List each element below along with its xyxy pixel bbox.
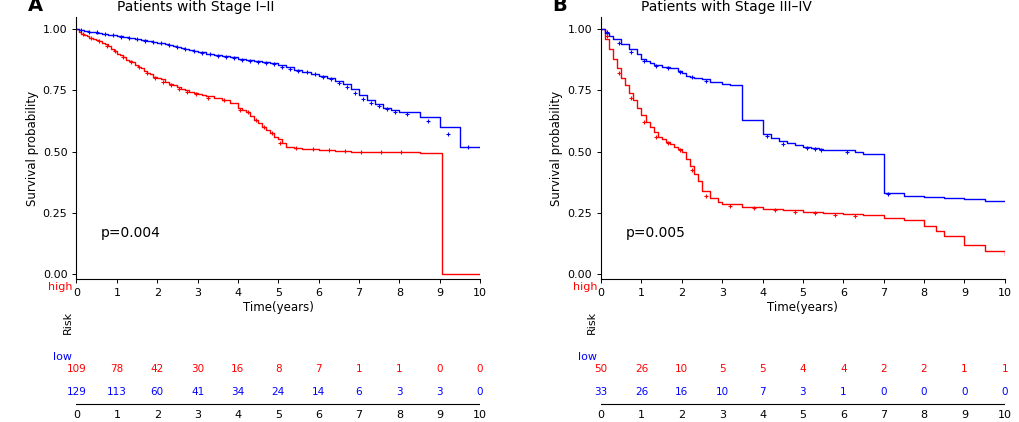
Text: 5: 5 <box>799 410 806 420</box>
Text: Patients with Stage III–IV: Patients with Stage III–IV <box>641 0 811 14</box>
Text: A: A <box>29 0 43 15</box>
Text: 60: 60 <box>151 387 164 397</box>
Text: 4: 4 <box>799 364 805 373</box>
Text: 3: 3 <box>718 410 725 420</box>
Text: 42: 42 <box>151 364 164 373</box>
Text: 0: 0 <box>960 387 967 397</box>
Text: 50: 50 <box>594 364 607 373</box>
Text: 1: 1 <box>960 364 967 373</box>
Text: 78: 78 <box>110 364 123 373</box>
Text: 4: 4 <box>758 410 765 420</box>
Text: 10: 10 <box>715 387 728 397</box>
Text: 113: 113 <box>107 387 126 397</box>
Text: low: low <box>578 352 596 362</box>
Text: 10: 10 <box>997 410 1011 420</box>
Text: 3: 3 <box>799 387 805 397</box>
Text: 16: 16 <box>231 364 245 373</box>
Text: Patients with Stage I–II: Patients with Stage I–II <box>117 0 274 14</box>
Y-axis label: Survival probability: Survival probability <box>25 90 39 206</box>
Text: 1: 1 <box>637 410 644 420</box>
Text: 6: 6 <box>315 410 322 420</box>
Text: 5: 5 <box>758 364 765 373</box>
Text: 2: 2 <box>879 364 887 373</box>
Text: 6: 6 <box>839 410 846 420</box>
Text: 33: 33 <box>594 387 607 397</box>
Text: 8: 8 <box>919 410 926 420</box>
Text: 8: 8 <box>275 364 281 373</box>
Text: 0: 0 <box>476 387 483 397</box>
Text: 2: 2 <box>678 410 685 420</box>
Text: 9: 9 <box>436 410 443 420</box>
Text: 7: 7 <box>355 410 362 420</box>
Text: 24: 24 <box>271 387 284 397</box>
Text: 16: 16 <box>675 387 688 397</box>
Text: 9: 9 <box>960 410 967 420</box>
Text: 0: 0 <box>597 410 604 420</box>
Text: 0: 0 <box>73 410 79 420</box>
Text: low: low <box>53 352 72 362</box>
Text: 1: 1 <box>1001 364 1007 373</box>
Text: 109: 109 <box>66 364 87 373</box>
Text: 7: 7 <box>315 364 322 373</box>
Text: high: high <box>572 282 596 292</box>
Text: p=0.004: p=0.004 <box>101 226 160 240</box>
Text: 34: 34 <box>231 387 245 397</box>
Text: 3: 3 <box>194 410 201 420</box>
Text: 4: 4 <box>839 364 846 373</box>
Text: 7: 7 <box>758 387 765 397</box>
Text: 7: 7 <box>879 410 887 420</box>
Text: 14: 14 <box>312 387 325 397</box>
X-axis label: Time(years): Time(years) <box>243 301 314 314</box>
Text: 1: 1 <box>395 364 403 373</box>
Text: 8: 8 <box>395 410 403 420</box>
Text: 1: 1 <box>356 364 362 373</box>
Text: 5: 5 <box>718 364 725 373</box>
Text: 4: 4 <box>234 410 242 420</box>
Text: 26: 26 <box>634 364 647 373</box>
X-axis label: Time(years): Time(years) <box>766 301 838 314</box>
Text: 30: 30 <box>191 364 204 373</box>
Text: 129: 129 <box>66 387 87 397</box>
Text: high: high <box>48 282 72 292</box>
Text: p=0.005: p=0.005 <box>625 226 685 240</box>
Text: 0: 0 <box>476 364 483 373</box>
Text: 1: 1 <box>113 410 120 420</box>
Text: 2: 2 <box>154 410 161 420</box>
Text: 2: 2 <box>920 364 926 373</box>
Text: 0: 0 <box>879 387 886 397</box>
Y-axis label: Survival probability: Survival probability <box>549 90 562 206</box>
Text: Risk: Risk <box>62 311 72 333</box>
Text: 0: 0 <box>436 364 442 373</box>
Text: 10: 10 <box>675 364 688 373</box>
Text: 3: 3 <box>395 387 403 397</box>
Text: 0: 0 <box>920 387 926 397</box>
Text: 26: 26 <box>634 387 647 397</box>
Text: 1: 1 <box>839 387 846 397</box>
Text: B: B <box>552 0 567 15</box>
Text: 10: 10 <box>473 410 487 420</box>
Text: 3: 3 <box>436 387 442 397</box>
Text: 6: 6 <box>356 387 362 397</box>
Text: 5: 5 <box>274 410 281 420</box>
Text: 0: 0 <box>1001 387 1007 397</box>
Text: 41: 41 <box>191 387 204 397</box>
Text: Risk: Risk <box>587 311 596 333</box>
